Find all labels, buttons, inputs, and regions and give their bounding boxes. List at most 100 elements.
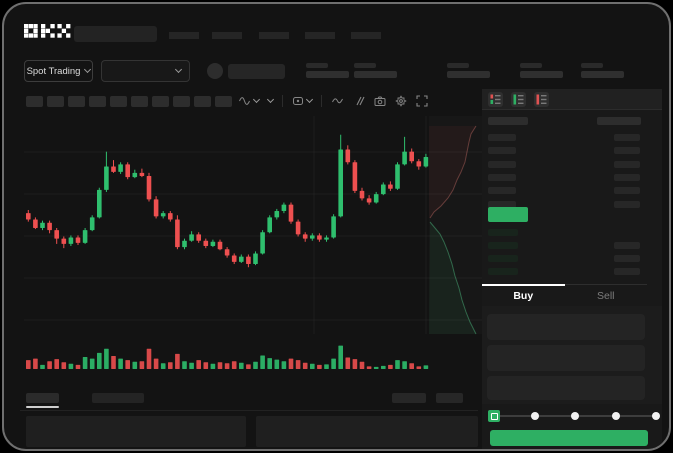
stat-label-placeholder [306, 63, 328, 68]
ask-amount-placeholder [614, 173, 640, 181]
ask-price-placeholder [488, 200, 516, 208]
bid-price-placeholder [488, 229, 518, 236]
bid-row[interactable] [482, 252, 662, 265]
ask-amount-placeholder [614, 160, 640, 168]
timeframe-button[interactable] [131, 96, 148, 107]
ask-price-placeholder [488, 147, 516, 155]
orders-tab[interactable] [92, 393, 144, 403]
bid-amount-placeholder [614, 268, 640, 275]
timeframe-button[interactable] [215, 96, 232, 107]
stat-label-placeholder [447, 63, 469, 68]
bid-price-placeholder [488, 242, 518, 249]
chevron-down-icon [84, 65, 92, 74]
orders-action-placeholder[interactable] [436, 393, 463, 403]
timeframe-button[interactable] [68, 96, 85, 107]
pair-logo-avatar[interactable] [207, 63, 223, 79]
trade-form [482, 306, 662, 404]
toolbar-divider [282, 95, 283, 107]
timeframe-button[interactable] [47, 96, 64, 107]
slider-stop[interactable] [611, 412, 620, 420]
nav-item-placeholder[interactable] [212, 32, 242, 39]
orderbook-view-toggles [482, 89, 662, 110]
ask-row[interactable] [482, 158, 662, 171]
orders-action-placeholder[interactable] [392, 393, 426, 403]
nav-item-placeholder[interactable] [351, 32, 381, 39]
ask-amount-placeholder [614, 200, 640, 208]
last-price-bar[interactable] [488, 207, 528, 222]
amount-slider[interactable] [488, 410, 660, 422]
indicator-badge-icon[interactable] [292, 95, 314, 107]
stat-label-placeholder [520, 63, 542, 68]
settings-gear-icon[interactable] [395, 95, 407, 107]
stat-label-placeholder [354, 63, 376, 68]
compare-icon[interactable] [353, 95, 365, 107]
ask-price-placeholder [488, 134, 516, 141]
ask-amount-placeholder [614, 187, 640, 195]
slider-handle[interactable] [488, 410, 500, 422]
okx-logo [24, 24, 71, 38]
trade-tabbar: Buy Sell [482, 284, 647, 306]
market-type-selector[interactable]: Spot Trading [24, 60, 93, 82]
timeframe-button[interactable] [194, 96, 211, 107]
ask-row[interactable] [482, 184, 662, 197]
ask-price-placeholder [488, 173, 516, 181]
nav-item-placeholder[interactable] [259, 32, 289, 39]
ask-row[interactable] [482, 144, 662, 157]
timeframe-button[interactable] [110, 96, 127, 107]
stat-value-placeholder [581, 71, 624, 78]
nav-item-placeholder[interactable] [305, 32, 335, 39]
book-asks-bids-icon[interactable] [488, 91, 503, 107]
stat-value-placeholder [306, 71, 349, 78]
slider-stop[interactable] [571, 412, 579, 420]
stat-value-placeholder [520, 71, 563, 78]
bid-row[interactable] [482, 265, 662, 278]
price-input[interactable] [487, 314, 645, 340]
timeframe-button[interactable] [152, 96, 169, 107]
orders-tab-active[interactable] [26, 393, 59, 403]
line-chart-icon[interactable] [331, 95, 344, 107]
header-search-placeholder[interactable] [74, 26, 157, 42]
tab-sell[interactable]: Sell [596, 289, 615, 302]
ask-row[interactable] [482, 171, 662, 184]
book-col-price-placeholder [488, 117, 528, 125]
ask-amount-placeholder [614, 147, 640, 155]
nav-item-placeholder[interactable] [169, 32, 199, 39]
amount-input[interactable] [487, 345, 645, 371]
ask-price-placeholder [488, 187, 516, 195]
book-bids-only-icon[interactable] [511, 91, 526, 107]
fullscreen-icon[interactable] [416, 95, 428, 107]
stat-value-placeholder [447, 71, 490, 78]
chevron-down-icon [305, 95, 314, 104]
timeframe-button[interactable] [26, 96, 43, 107]
chart-type-wave-icon[interactable] [238, 95, 261, 107]
bid-amount-placeholder [614, 255, 640, 262]
ticker-stat [520, 63, 563, 78]
candlestick-chart[interactable] [24, 116, 482, 376]
pair-selector[interactable] [101, 60, 190, 82]
timeframe-button[interactable] [89, 96, 106, 107]
total-input[interactable] [487, 376, 645, 400]
interval-caret-icon[interactable] [266, 95, 275, 104]
ask-price-placeholder [488, 160, 516, 168]
chevron-down-icon [174, 65, 183, 74]
book-col-amount-placeholder [597, 117, 641, 125]
orders-list-placeholder [256, 416, 478, 447]
active-tab-underline [26, 406, 59, 408]
book-asks-only-icon[interactable] [534, 91, 549, 107]
timeframe-button[interactable] [173, 96, 190, 107]
toolbar-divider [321, 95, 322, 107]
slider-stop[interactable] [530, 412, 539, 420]
bid-row[interactable] [482, 226, 662, 239]
ask-row[interactable] [482, 131, 662, 144]
buy-submit-button[interactable] [490, 430, 648, 446]
camera-icon[interactable] [374, 95, 386, 107]
bid-amount-placeholder [614, 242, 640, 249]
tab-buy[interactable]: Buy [513, 289, 534, 302]
ask-row[interactable] [482, 198, 662, 211]
bid-row[interactable] [482, 239, 662, 252]
stat-value-placeholder [354, 71, 397, 78]
bid-price-placeholder [488, 255, 518, 262]
chevron-down-icon [252, 95, 261, 104]
slider-stop[interactable] [652, 412, 660, 420]
